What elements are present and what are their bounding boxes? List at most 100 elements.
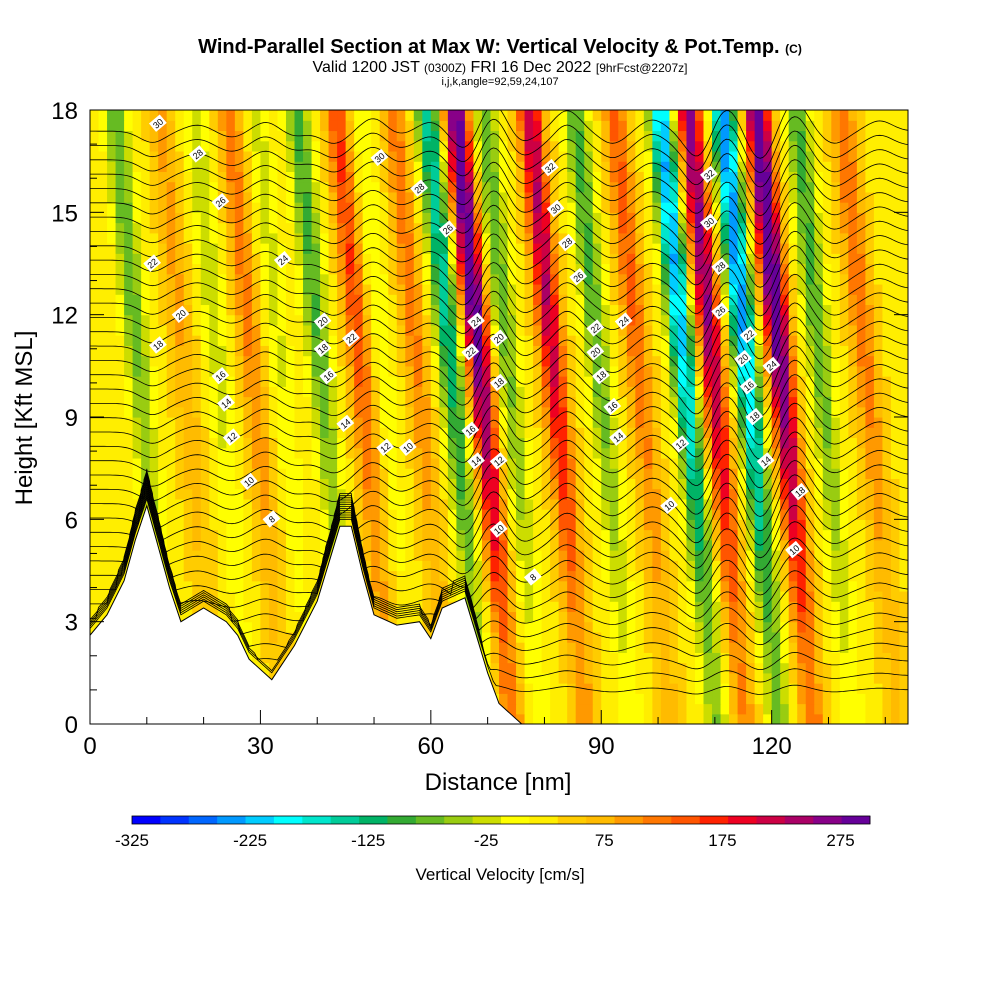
field-cell (303, 488, 313, 500)
field-cell (882, 202, 892, 213)
field-cell (797, 263, 807, 275)
field-cell (899, 447, 908, 459)
field-cell (234, 509, 244, 520)
field-cell (217, 335, 227, 346)
field-cell (320, 396, 330, 408)
field-cell (405, 324, 415, 336)
field-cell (737, 672, 747, 684)
field-cell (541, 713, 551, 724)
field-cell (234, 468, 244, 479)
field-cell (592, 283, 602, 295)
field-cell (737, 509, 747, 520)
field-cell (499, 314, 509, 326)
field-cell (158, 283, 168, 295)
field-cell (354, 294, 364, 306)
field-cell (865, 611, 875, 623)
field-cell (592, 621, 602, 633)
forecast-info: [9hrFcst@2207z] (595, 61, 688, 75)
field-cell (660, 519, 671, 531)
field-cell (217, 273, 227, 285)
field-cell (703, 621, 713, 633)
field-cell (643, 324, 653, 336)
field-cell (848, 652, 858, 664)
field-cell (141, 263, 151, 275)
field-cell (422, 478, 432, 490)
field-cell (277, 631, 287, 643)
field-cell (115, 396, 125, 408)
field-cell (865, 672, 875, 684)
field-cell (294, 191, 304, 203)
field-cell (575, 335, 585, 346)
field-cell (558, 232, 568, 244)
field-cell (839, 560, 849, 572)
field-cell (856, 437, 866, 449)
field-cell (447, 304, 457, 316)
field-cell (268, 396, 279, 408)
field-cell (652, 212, 662, 224)
field-cell (780, 232, 790, 244)
field-cell (865, 212, 875, 224)
field-cell (584, 212, 594, 224)
field-cell (822, 376, 832, 387)
field-cell (575, 498, 585, 510)
field-cell (217, 498, 227, 510)
field-cell (890, 283, 901, 295)
field-cell (217, 539, 227, 551)
field-cell (303, 283, 313, 295)
field-cell (524, 539, 534, 551)
field-cell (626, 662, 636, 674)
field-cell (277, 314, 287, 326)
field-cell (192, 560, 202, 572)
field-cell (294, 355, 304, 367)
field-cell (533, 396, 543, 408)
field-cell (660, 212, 671, 224)
field-cell (805, 529, 815, 541)
field-cell (839, 222, 849, 234)
field-cell (558, 263, 568, 275)
field-cell (175, 263, 185, 275)
field-cell (524, 283, 534, 295)
field-cell (158, 324, 168, 336)
field-cell (209, 365, 219, 377)
field-cell (90, 601, 100, 613)
field-cell (490, 580, 500, 592)
field-cell (763, 253, 773, 265)
field-cell (856, 222, 866, 234)
field-cell (601, 191, 611, 203)
field-cell (516, 611, 526, 623)
field-cell (754, 713, 764, 724)
field-cell (388, 560, 398, 572)
field-cell (575, 396, 585, 408)
field-cell (464, 304, 475, 316)
field-cell (763, 437, 773, 449)
field-cell (405, 590, 415, 602)
field-cell (618, 509, 628, 520)
field-cell (490, 355, 500, 367)
field-cell (345, 376, 355, 387)
field-cell (677, 243, 688, 254)
field-cell (660, 683, 671, 694)
field-cell (550, 253, 560, 265)
field-cell (609, 662, 619, 674)
field-cell (558, 294, 568, 306)
field-cell (328, 314, 338, 326)
field-cell (183, 406, 193, 418)
field-cell (788, 611, 798, 623)
field-cell (601, 488, 611, 500)
field-cell (430, 314, 440, 326)
field-cell (584, 519, 594, 531)
field-cell (354, 457, 364, 469)
field-cell (805, 406, 815, 418)
field-cell (865, 314, 875, 326)
field-cell (124, 478, 134, 490)
field-cell (260, 652, 270, 664)
field-cell (141, 376, 151, 387)
field-cell (686, 478, 696, 490)
field-cell (686, 283, 696, 295)
field-cell (754, 580, 764, 592)
field-cell (899, 590, 908, 602)
field-cell (584, 683, 594, 694)
field-cell (550, 693, 560, 705)
field-cell (490, 590, 500, 602)
field-cell (609, 294, 619, 306)
